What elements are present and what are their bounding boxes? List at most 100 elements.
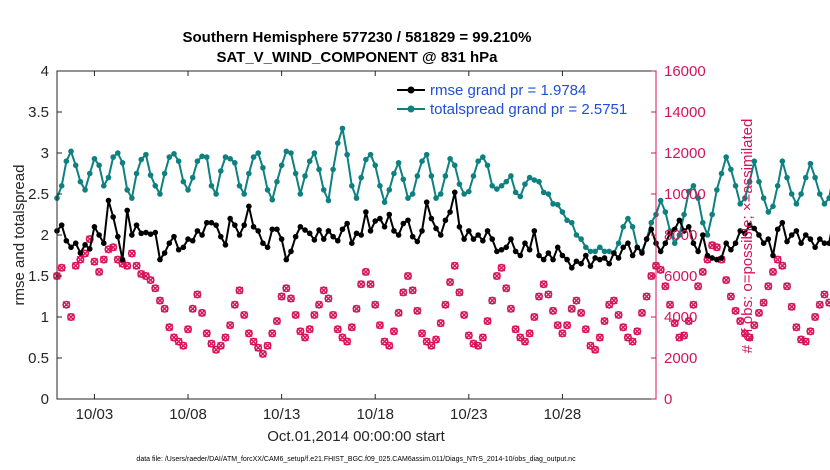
rmse-point xyxy=(728,246,734,253)
rmse-point xyxy=(573,258,580,265)
plot-area xyxy=(52,125,830,358)
rmse-point xyxy=(358,232,364,238)
rmse-point xyxy=(208,219,215,226)
totalspread-point xyxy=(180,178,187,185)
totalspread-point xyxy=(236,183,243,189)
obs-count-point xyxy=(347,323,356,332)
rmse-point xyxy=(545,250,552,256)
totalspread-point xyxy=(353,195,360,201)
totalspread-point xyxy=(573,232,580,238)
totalspread-point xyxy=(536,178,542,185)
rmse-point xyxy=(72,240,79,246)
rmse-point xyxy=(583,252,589,259)
rmse-point xyxy=(657,248,664,255)
totalspread-point xyxy=(498,183,505,189)
obs-count-point xyxy=(389,327,398,336)
obs-count-point xyxy=(333,325,342,334)
rmse-point xyxy=(508,236,514,242)
rmse-point xyxy=(531,228,538,234)
totalspread-point xyxy=(793,201,800,207)
obs-count-point xyxy=(722,276,731,285)
totalspread-point xyxy=(657,197,664,204)
rmse-point xyxy=(189,237,196,244)
totalspread-point xyxy=(578,236,584,242)
obs-count-point xyxy=(530,312,539,321)
rmse-point xyxy=(802,232,809,238)
legend-spread-label: totalspread grand pr = 2.5751 xyxy=(430,101,627,118)
obs-count-point xyxy=(464,331,473,340)
rmse-point xyxy=(288,248,294,255)
totalspread-point xyxy=(339,125,346,132)
x-axis: 10/03 10/08 10/13 10/18 10/23 10/28 xyxy=(76,71,581,423)
totalspread-point xyxy=(363,156,369,163)
totalspread-point xyxy=(208,183,215,189)
rmse-point xyxy=(821,240,828,246)
rmse-point xyxy=(405,217,411,224)
obs-count-point xyxy=(563,321,572,330)
totalspread-point xyxy=(709,211,715,218)
obs-count-point xyxy=(764,282,773,291)
rmse-point xyxy=(793,228,800,234)
rmse-point xyxy=(554,244,561,251)
obs-count-point xyxy=(427,341,436,350)
totalspread-point xyxy=(292,170,299,177)
obs-count-point xyxy=(492,271,501,280)
rmse-point xyxy=(157,256,163,263)
totalspread-point xyxy=(274,178,280,185)
right-y-tick-label: 8000 xyxy=(664,227,697,244)
totalspread-point xyxy=(807,160,814,167)
totalspread-point xyxy=(751,158,758,164)
totalspread-point xyxy=(592,248,598,255)
rmse-point xyxy=(334,237,341,244)
right-y-tick-label: 14000 xyxy=(664,104,706,121)
obs-count-point xyxy=(155,296,164,305)
totalspread-point xyxy=(227,155,233,162)
totalspread-point xyxy=(358,174,364,181)
obs-count-point xyxy=(680,331,689,340)
totalspread-point xyxy=(189,174,196,181)
rmse-point xyxy=(714,256,720,263)
obs-count-point xyxy=(249,337,258,346)
obs-count-point xyxy=(726,292,735,301)
obs-count-point xyxy=(474,341,483,350)
obs-count-point xyxy=(801,337,810,346)
rmse-point xyxy=(175,246,182,253)
totalspread-point xyxy=(124,187,130,193)
totalspread-point xyxy=(250,154,257,160)
obs-count-point xyxy=(418,329,427,338)
rmse-point xyxy=(774,226,781,233)
rmse-point xyxy=(765,236,772,242)
rmse-point xyxy=(105,197,112,204)
totalspread-point xyxy=(550,201,556,207)
rmse-point xyxy=(503,244,510,251)
rmse-point xyxy=(451,189,458,196)
totalspread-point xyxy=(334,140,341,146)
obs-count-point xyxy=(212,345,221,354)
totalspread-point xyxy=(714,187,720,193)
obs-count-point xyxy=(712,243,721,252)
totalspread-point xyxy=(217,168,224,174)
obs-count-point xyxy=(661,282,670,291)
rmse-point xyxy=(433,225,439,232)
obs-count-point xyxy=(399,288,408,297)
obs-count-point xyxy=(268,329,277,338)
rmse-point xyxy=(428,215,435,222)
obs-count-point xyxy=(394,308,403,317)
obs-count-point xyxy=(310,310,319,319)
x-tick-label: 10/08 xyxy=(169,406,207,423)
totalspread-point xyxy=(175,158,182,164)
obs-count-point xyxy=(745,333,754,342)
rmse-point xyxy=(58,222,65,228)
rmse-point xyxy=(133,222,140,228)
legend: rmse grand pr = 1.9784 totalspread grand… xyxy=(392,78,650,120)
rmse-point xyxy=(737,228,744,234)
rmse-point xyxy=(723,240,729,246)
obs-count-point xyxy=(343,337,352,346)
rmse-point xyxy=(339,226,346,233)
x-tick-label: 10/03 xyxy=(76,406,114,423)
totalspread-point xyxy=(199,153,205,160)
obs-count-point xyxy=(315,300,324,309)
rmse-point xyxy=(606,260,613,267)
totalspread-point xyxy=(232,160,238,166)
rmse-point xyxy=(110,214,116,220)
